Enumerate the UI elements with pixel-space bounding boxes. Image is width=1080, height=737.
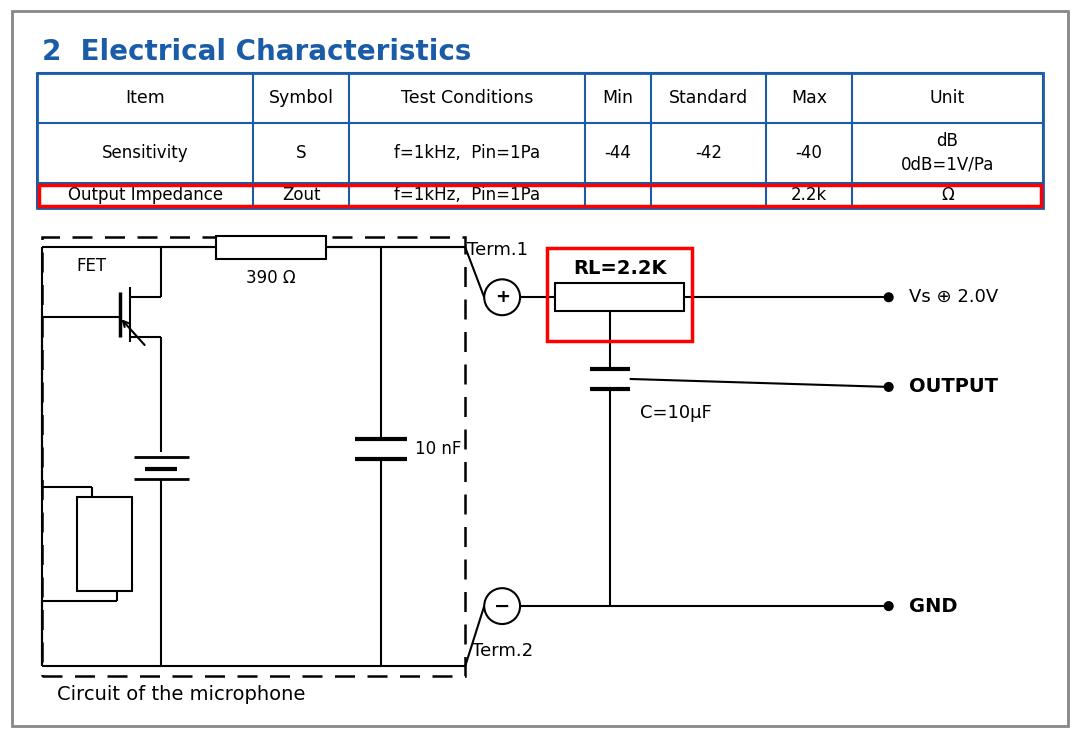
Text: Circuit of the microphone: Circuit of the microphone [57,685,306,704]
Bar [216,236,326,259]
Text: Term.1: Term.1 [467,242,528,259]
Text: Item: Item [125,89,165,107]
Circle shape [885,383,893,391]
Text: 2.2k: 2.2k [791,186,827,204]
Text: Vs ⊕ 2.0V: Vs ⊕ 2.0V [908,288,998,307]
Text: f=1kHz,  Pin=1Pa: f=1kHz, Pin=1Pa [394,186,540,204]
Text: +: + [495,288,510,307]
Text: OUTPUT: OUTPUT [908,377,998,397]
Bar [555,283,685,311]
Text: Min: Min [603,89,634,107]
Text: dB
0dB=1V/Pa: dB 0dB=1V/Pa [901,132,995,174]
Circle shape [484,588,521,624]
Text: Sensitivity: Sensitivity [102,144,188,162]
Text: Unit: Unit [930,89,966,107]
Text: -42: -42 [696,144,723,162]
Circle shape [885,293,893,301]
Text: Max: Max [792,89,827,107]
Text: 390 Ω: 390 Ω [246,270,296,287]
Text: Ω: Ω [941,186,954,204]
Bar [37,73,1043,208]
Text: Output Impedance: Output Impedance [68,186,222,204]
Text: -40: -40 [796,144,823,162]
Text: GND: GND [908,596,957,615]
Text: Term.2: Term.2 [472,642,532,660]
Text: S: S [296,144,307,162]
Text: C=10μF: C=10μF [639,404,712,422]
Text: 2  Electrical Characteristics: 2 Electrical Characteristics [42,38,471,66]
Circle shape [885,602,893,610]
Text: Test Conditions: Test Conditions [401,89,534,107]
Text: Zout: Zout [282,186,321,204]
Text: RL=2.2K: RL=2.2K [573,259,666,278]
Text: −: − [494,596,511,615]
Text: 10 nF: 10 nF [416,440,462,458]
Bar [77,497,132,591]
Circle shape [484,279,521,315]
Text: -44: -44 [605,144,632,162]
Text: Standard: Standard [669,89,748,107]
Text: f=1kHz,  Pin=1Pa: f=1kHz, Pin=1Pa [394,144,540,162]
Text: Symbol: Symbol [269,89,334,107]
Text: FET: FET [77,257,107,276]
